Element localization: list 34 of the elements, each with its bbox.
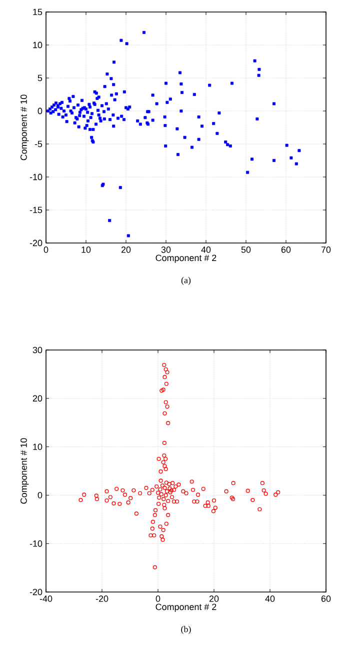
- y-tick-label: -10: [30, 174, 42, 180]
- x-tick-label: 0: [156, 596, 160, 602]
- y-tick-label: 0: [38, 108, 42, 114]
- text: (b): [181, 626, 191, 634]
- x-tick-label: 20: [209, 596, 219, 602]
- y-tick-label: 5: [38, 74, 42, 82]
- x-tick-label: 30: [161, 246, 171, 253]
- y-tick-label: 20: [32, 395, 42, 402]
- y-tick-label: -20: [30, 240, 42, 246]
- x-tick-label: 40: [265, 596, 275, 602]
- y-tick-label: -15: [30, 206, 42, 214]
- y-tick-label: 0: [38, 492, 42, 498]
- x-tick-label: 70: [321, 246, 331, 253]
- y-tick-label: 10: [33, 444, 42, 450]
- y-tick-label: 10: [33, 42, 42, 48]
- y-axis-title: Component # 10: [20, 438, 29, 504]
- x-tick-label: 10: [82, 246, 91, 253]
- text: (a): [181, 276, 191, 286]
- y-axis-title: Component # 10: [20, 94, 29, 160]
- y-tick-label: 15: [33, 8, 42, 16]
- x-axis-title: Component # 2: [156, 604, 216, 612]
- y-tick-label: -5: [34, 140, 42, 148]
- x-tick-label: 0: [44, 246, 48, 253]
- x-tick-label: -40: [40, 596, 52, 602]
- x-tick-label: -20: [96, 596, 108, 602]
- x-tick-label: 40: [201, 246, 211, 253]
- x-axis-title: Component # 2: [156, 254, 216, 263]
- x-tick-label: 60: [321, 596, 331, 602]
- y-tick-label: 30: [32, 346, 42, 354]
- y-tick-label: -10: [30, 540, 42, 547]
- x-tick-label: 20: [121, 246, 131, 253]
- x-tick-label: 50: [241, 246, 251, 253]
- x-tick-label: 60: [281, 246, 291, 253]
- y-tick-label: -20: [30, 588, 42, 596]
